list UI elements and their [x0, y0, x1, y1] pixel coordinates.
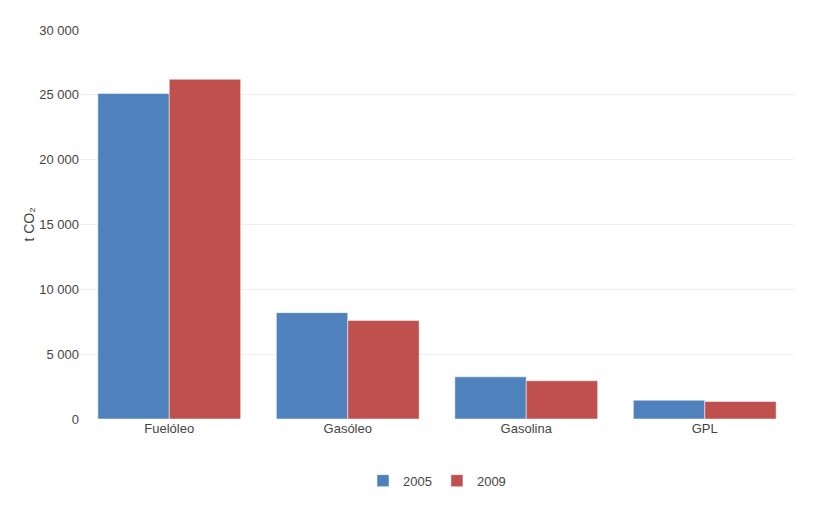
- svg-text:0: 0: [72, 412, 79, 427]
- svg-text:GPL: GPL: [692, 421, 718, 436]
- svg-text:30 000: 30 000: [39, 23, 79, 38]
- svg-text:25 000: 25 000: [39, 87, 79, 102]
- svg-text:Gasóleo: Gasóleo: [324, 421, 372, 436]
- svg-text:Gasolina: Gasolina: [501, 421, 553, 436]
- svg-text:t CO₂: t CO₂: [21, 207, 37, 241]
- svg-text:2009: 2009: [477, 474, 506, 489]
- svg-text:15 000: 15 000: [39, 217, 79, 232]
- svg-text:5 000: 5 000: [46, 347, 79, 362]
- svg-text:20 000: 20 000: [39, 152, 79, 167]
- svg-text:Fuelóleo: Fuelóleo: [144, 421, 194, 436]
- svg-text:10 000: 10 000: [39, 282, 79, 297]
- svg-text:2005: 2005: [403, 474, 432, 489]
